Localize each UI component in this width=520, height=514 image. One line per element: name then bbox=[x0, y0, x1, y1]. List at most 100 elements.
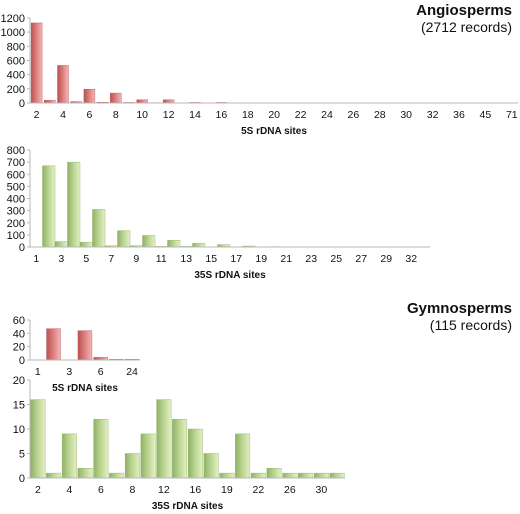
gymno-35s-x-tick-label: 22 bbox=[253, 484, 265, 496]
angio-5s-bar bbox=[83, 88, 96, 104]
angiosperms-records: (2712 records) bbox=[420, 19, 512, 36]
angio-35s-x-tick-label: 5 bbox=[83, 253, 89, 265]
gymno-35s-bar bbox=[140, 433, 156, 479]
gymno-35s-y-tick-label: 5 bbox=[19, 449, 25, 461]
gymno-5s-x-tick-label: 3 bbox=[66, 366, 72, 378]
angio-5s-y-tick-label: 600 bbox=[7, 56, 25, 68]
angio-5s-x-axis-label: 5S rDNA sites bbox=[241, 126, 307, 137]
angio-5s-bar bbox=[30, 22, 43, 104]
gymno-35s-bar bbox=[156, 399, 172, 479]
angio-35s-y-tick-label: 600 bbox=[7, 169, 25, 181]
angio-5s-bar bbox=[57, 65, 69, 104]
gymno-35s-x-tick-label: 12 bbox=[158, 484, 170, 496]
gymno-35s-x-tick-label: 8 bbox=[129, 484, 135, 496]
angio-5s-x-tick-label: 2 bbox=[34, 109, 40, 121]
angio-35s-x-axis-label: 35S rDNA sites bbox=[194, 270, 266, 281]
angio-5s-x-tick-label: 14 bbox=[189, 109, 201, 121]
gymno-35s-bar bbox=[219, 472, 235, 479]
gymno-35s-x-tick-label: 4 bbox=[66, 484, 72, 496]
gymno-35s-x-tick-label: 6 bbox=[98, 484, 104, 496]
angio-35s-y-tick-label: 100 bbox=[7, 230, 25, 242]
angio-35s-y-tick-label: 500 bbox=[7, 181, 25, 193]
angio-35s-x-tick-label: 29 bbox=[380, 253, 392, 265]
gymno-5s-y-tick-label: 20 bbox=[13, 342, 25, 354]
gymno-35s-bar bbox=[329, 472, 345, 479]
gymnosperms-records: (115 records) bbox=[429, 317, 512, 334]
gymno-5s-y-tick-label: 0 bbox=[19, 355, 25, 367]
gymno-35s-bar bbox=[250, 472, 266, 479]
angio-35s-y-tick-label: 300 bbox=[7, 206, 25, 218]
angio-5s-y-tick-label: 400 bbox=[7, 70, 25, 82]
gymno-35s-x-tick-label: 19 bbox=[221, 484, 233, 496]
gymno-5s-y-tick-label: 60 bbox=[13, 315, 25, 327]
gymno-35s-y-tick-label: 20 bbox=[13, 375, 25, 387]
gymno-35s-bar bbox=[30, 399, 46, 479]
angio-5s-x-tick-label: 45 bbox=[480, 109, 492, 121]
gymno-35s-x-tick-label: 26 bbox=[284, 484, 296, 496]
angio-35s-y-tick-label: 800 bbox=[7, 145, 25, 157]
angio-5s-bar bbox=[110, 92, 122, 104]
gymno-35s-bar bbox=[203, 453, 219, 479]
gymno-35s-bar bbox=[61, 433, 77, 479]
angio-35s-x-tick-label: 25 bbox=[330, 253, 342, 265]
gymno-35s-x-axis-label: 35S rDNA sites bbox=[152, 501, 224, 512]
angio-5s-y-tick-label: 1000 bbox=[1, 27, 25, 39]
gymno-5s-bar bbox=[77, 330, 93, 361]
angio-35s-x-tick-label: 1 bbox=[33, 253, 39, 265]
gymno-35s-bar bbox=[46, 472, 62, 479]
angio-5s-x-tick-label: 8 bbox=[113, 109, 119, 121]
angio-35s-x-tick-label: 27 bbox=[355, 253, 367, 265]
angiosperms-name: Angiosperms bbox=[416, 2, 512, 19]
gymno-5s-x-axis-label: 5S rDNA sites bbox=[52, 383, 118, 394]
gymno-35s-chart: 0 5 10 15 20 2 4 6 8 12 16 19 22 26 30 35S rDNA sites bbox=[13, 375, 345, 512]
angio-35s-bar bbox=[42, 165, 56, 248]
angio-35s-bar bbox=[54, 241, 68, 248]
gymno-35s-x-tick-label: 2 bbox=[35, 484, 41, 496]
gymno-5s-x-tick-label: 6 bbox=[98, 366, 104, 378]
angio-5s-x-tick-label: 6 bbox=[86, 109, 92, 121]
gymno-5s-y-tick-label: 40 bbox=[13, 328, 25, 340]
angio-35s-y-tick-label: 400 bbox=[7, 194, 25, 206]
angio-5s-x-tick-label: 32 bbox=[427, 109, 439, 121]
angio-35s-bar bbox=[167, 240, 181, 248]
angio-5s-x-tick-label: 28 bbox=[374, 109, 386, 121]
angio-5s-y-tick-label: 800 bbox=[7, 41, 25, 53]
gymno-5s-bar bbox=[46, 328, 61, 361]
gymno-35s-bar bbox=[77, 468, 93, 479]
gymno-35s-bar bbox=[235, 433, 251, 479]
angio-5s-y-tick-label: 0 bbox=[19, 98, 25, 110]
angio-35s-x-tick-label: 17 bbox=[230, 253, 242, 265]
angio-35s-bar bbox=[79, 241, 93, 248]
angio-35s-x-tick-label: 11 bbox=[156, 253, 167, 265]
gymno-35s-bar bbox=[298, 472, 314, 479]
angio-5s-x-tick-label: 16 bbox=[216, 109, 228, 121]
angio-5s-x-tick-label: 36 bbox=[453, 109, 465, 121]
gymno-35s-bar bbox=[109, 472, 125, 479]
gymno-35s-y-tick-label: 0 bbox=[19, 473, 25, 485]
gymno-35s-bar bbox=[124, 453, 140, 479]
gymno-35s-bar bbox=[313, 472, 329, 479]
angio-35s-x-tick-label: 21 bbox=[280, 253, 292, 265]
angio-5s-x-tick-label: 18 bbox=[242, 109, 254, 121]
gymnosperms-title: Gymnosperms (115 records) bbox=[407, 300, 512, 333]
angio-5s-x-tick-label: 24 bbox=[321, 109, 333, 121]
angio-35s-x-tick-label: 13 bbox=[180, 253, 192, 265]
gymno-35s-x-tick-label: 16 bbox=[190, 484, 202, 496]
gymno-35s-bar bbox=[282, 472, 298, 479]
angio-5s-y-tick-label: 200 bbox=[7, 84, 25, 96]
gymnosperms-name: Gymnosperms bbox=[406, 300, 512, 317]
angio-5s-x-tick-label: 26 bbox=[348, 109, 360, 121]
angio-5s-x-tick-label: 4 bbox=[60, 109, 66, 121]
angio-5s-x-tick-label: 20 bbox=[268, 109, 280, 121]
angio-35s-bar bbox=[192, 243, 206, 248]
angio-35s-x-tick-label: 15 bbox=[205, 253, 217, 265]
angio-5s-x-tick-label: 71 bbox=[506, 109, 518, 121]
angio-35s-x-tick-label: 9 bbox=[133, 253, 139, 265]
angio-35s-bar bbox=[117, 230, 131, 248]
gymno-35s-y-tick-label: 15 bbox=[13, 400, 25, 412]
angio-5s-y-tick-label: 1200 bbox=[1, 13, 25, 25]
angio-5s-x-tick-label: 12 bbox=[163, 109, 175, 121]
angio-35s-x-tick-label: 3 bbox=[58, 253, 64, 265]
